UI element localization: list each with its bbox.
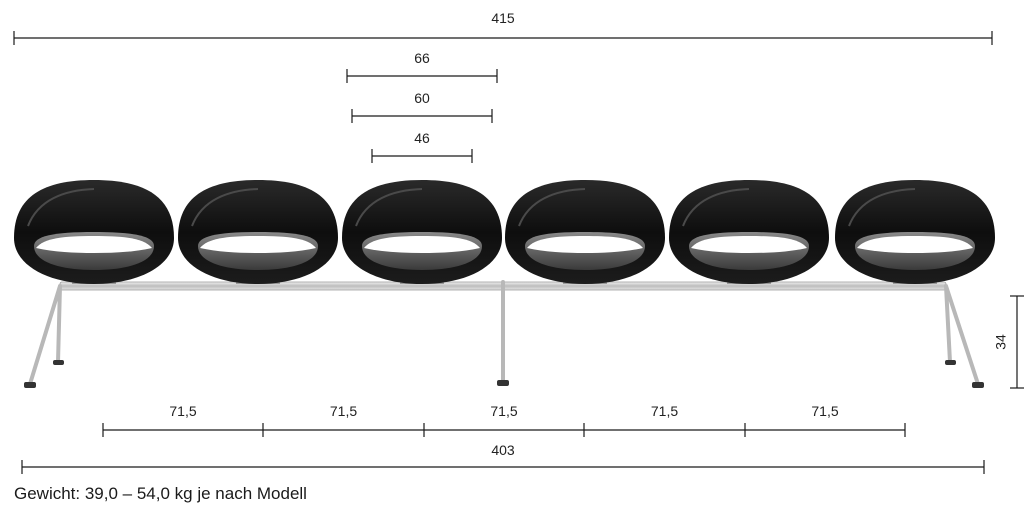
dimension-label-spacing: 71,5 <box>330 403 357 419</box>
bench-frame <box>24 280 984 388</box>
bench-leg-left <box>28 284 62 386</box>
dimension-label-415: 415 <box>491 10 515 26</box>
dimension-overall-bottom: 403 <box>21 442 985 474</box>
dimension-seat-width: 46 <box>371 130 473 163</box>
dimension-label-60: 60 <box>414 90 430 106</box>
dimension-label-34: 34 <box>993 334 1009 350</box>
chair-shell <box>669 180 829 284</box>
chair-opening <box>200 236 316 253</box>
chair-shells <box>14 180 995 284</box>
bench-foot-right-2 <box>945 360 956 365</box>
chair-shell <box>835 180 995 284</box>
chair-opening <box>527 236 643 253</box>
dimension-shell-outer: 66 <box>346 50 498 83</box>
bench-leg-right <box>944 284 980 386</box>
bench-foot-right-1 <box>972 382 984 388</box>
dimension-label-403: 403 <box>491 442 515 458</box>
weight-caption: Gewicht: 39,0 – 54,0 kg je nach Modell <box>14 484 307 503</box>
dimension-label-spacing: 71,5 <box>651 403 678 419</box>
chair-shell <box>505 180 665 284</box>
dimension-label-66: 66 <box>414 50 430 66</box>
dimension-overall-top: 415 <box>13 10 993 45</box>
dimension-label-46: 46 <box>414 130 430 146</box>
chair-shell <box>342 180 502 284</box>
bench-foot-left-2 <box>53 360 64 365</box>
chair-opening <box>857 236 973 253</box>
dimension-spacing: 71,5 71,5 71,5 71,5 71,5 <box>102 403 906 437</box>
chair-highlight <box>27 188 95 227</box>
dimension-height: 34 <box>993 295 1024 389</box>
dimension-shell-middle: 60 <box>351 90 493 123</box>
chair-shell <box>178 180 338 284</box>
chair-highlight <box>191 188 259 227</box>
chair-highlight <box>518 188 586 227</box>
dimension-label-spacing: 71,5 <box>490 403 517 419</box>
chair-highlight <box>355 188 423 227</box>
chair-opening <box>36 236 152 253</box>
chair-shell <box>14 180 174 284</box>
chair-highlight <box>682 188 750 227</box>
dimension-label-spacing: 71,5 <box>169 403 196 419</box>
chair-opening <box>364 236 480 253</box>
bench-foot-middle <box>497 380 509 386</box>
dimension-label-spacing: 71,5 <box>811 403 838 419</box>
chair-highlight <box>848 188 916 227</box>
chair-opening <box>691 236 807 253</box>
bench-foot-left-1 <box>24 382 36 388</box>
